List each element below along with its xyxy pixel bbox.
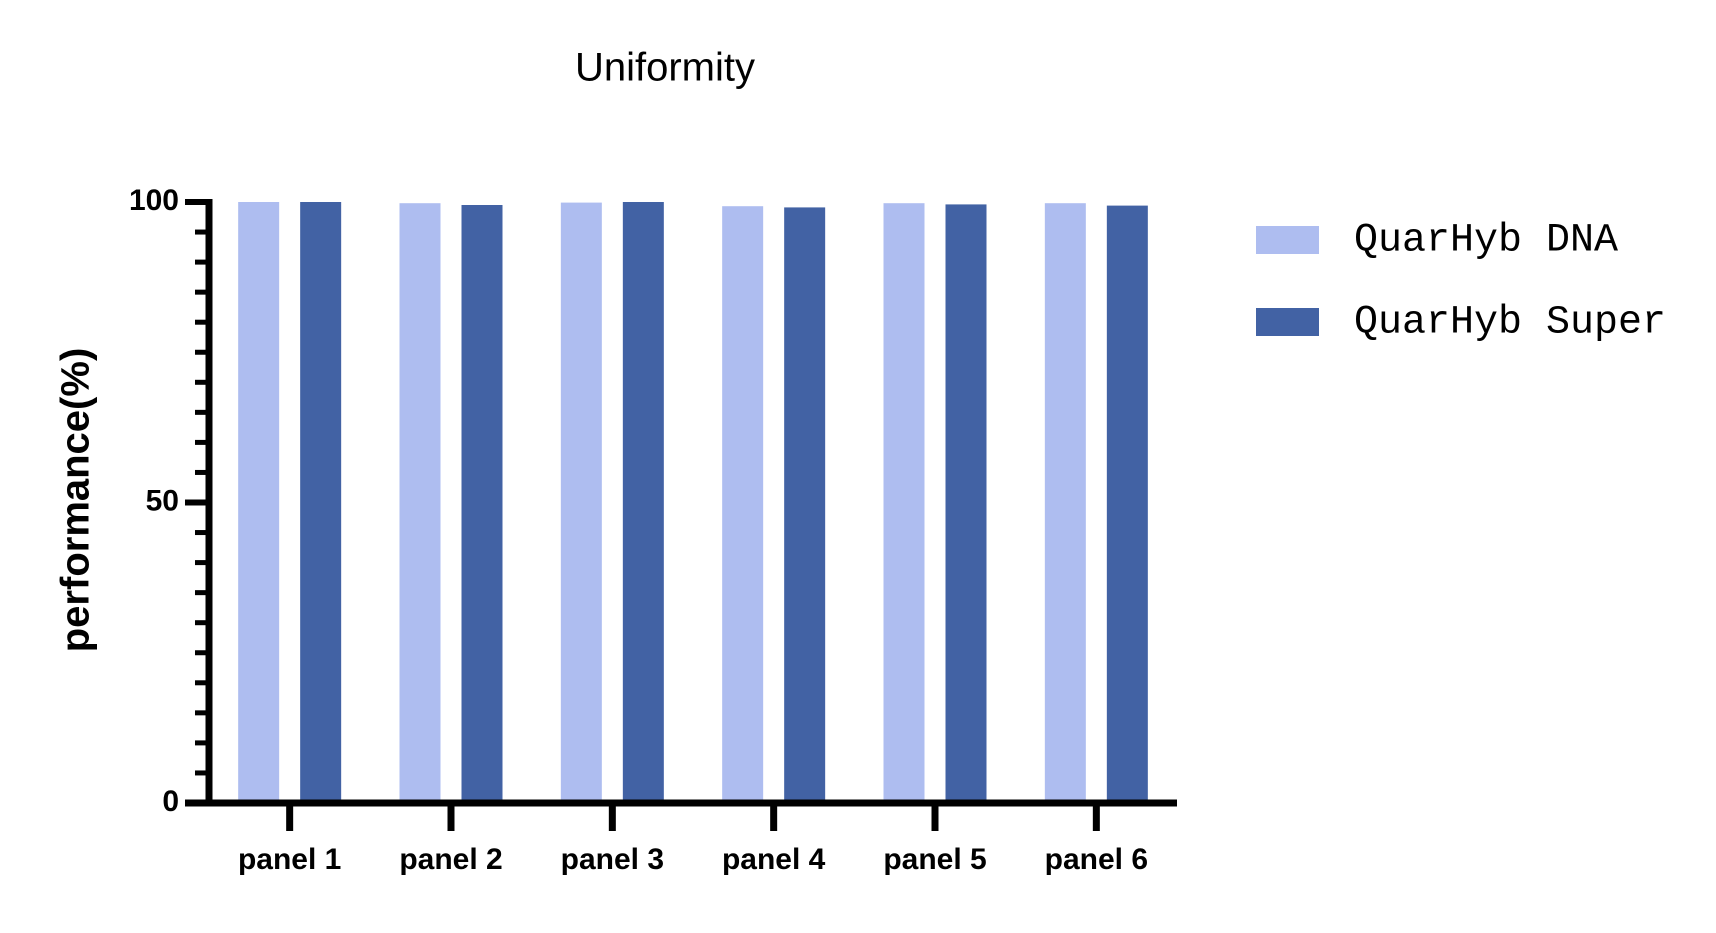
x-tick-label: panel 1	[238, 843, 341, 876]
bar	[784, 207, 826, 803]
bar	[622, 202, 664, 803]
y-axis-label: performance(%)	[54, 348, 98, 653]
y-tick-label: 100	[129, 184, 179, 217]
legend-label: QuarHyb DNA	[1354, 219, 1618, 264]
bar	[560, 202, 602, 803]
bar	[399, 203, 441, 803]
y-tick-label: 0	[162, 785, 179, 818]
x-tick-label: panel 4	[722, 843, 826, 876]
y-tick-label: 50	[146, 484, 179, 517]
bar	[1044, 203, 1086, 803]
bar	[945, 204, 987, 804]
bar	[883, 203, 925, 803]
x-tick-label: panel 2	[399, 843, 502, 876]
bar	[722, 206, 764, 803]
chart-title: Uniformity	[575, 46, 755, 90]
bar	[300, 202, 342, 803]
x-tick-label: panel 3	[561, 843, 664, 876]
bar	[238, 202, 280, 803]
bar	[461, 205, 503, 803]
x-tick-label: panel 5	[883, 843, 986, 876]
legend-swatch	[1256, 308, 1319, 336]
legend-swatch	[1256, 226, 1319, 254]
x-tick-label: panel 6	[1045, 843, 1148, 876]
legend-label: QuarHyb Super	[1354, 301, 1666, 346]
bar	[1106, 205, 1148, 803]
